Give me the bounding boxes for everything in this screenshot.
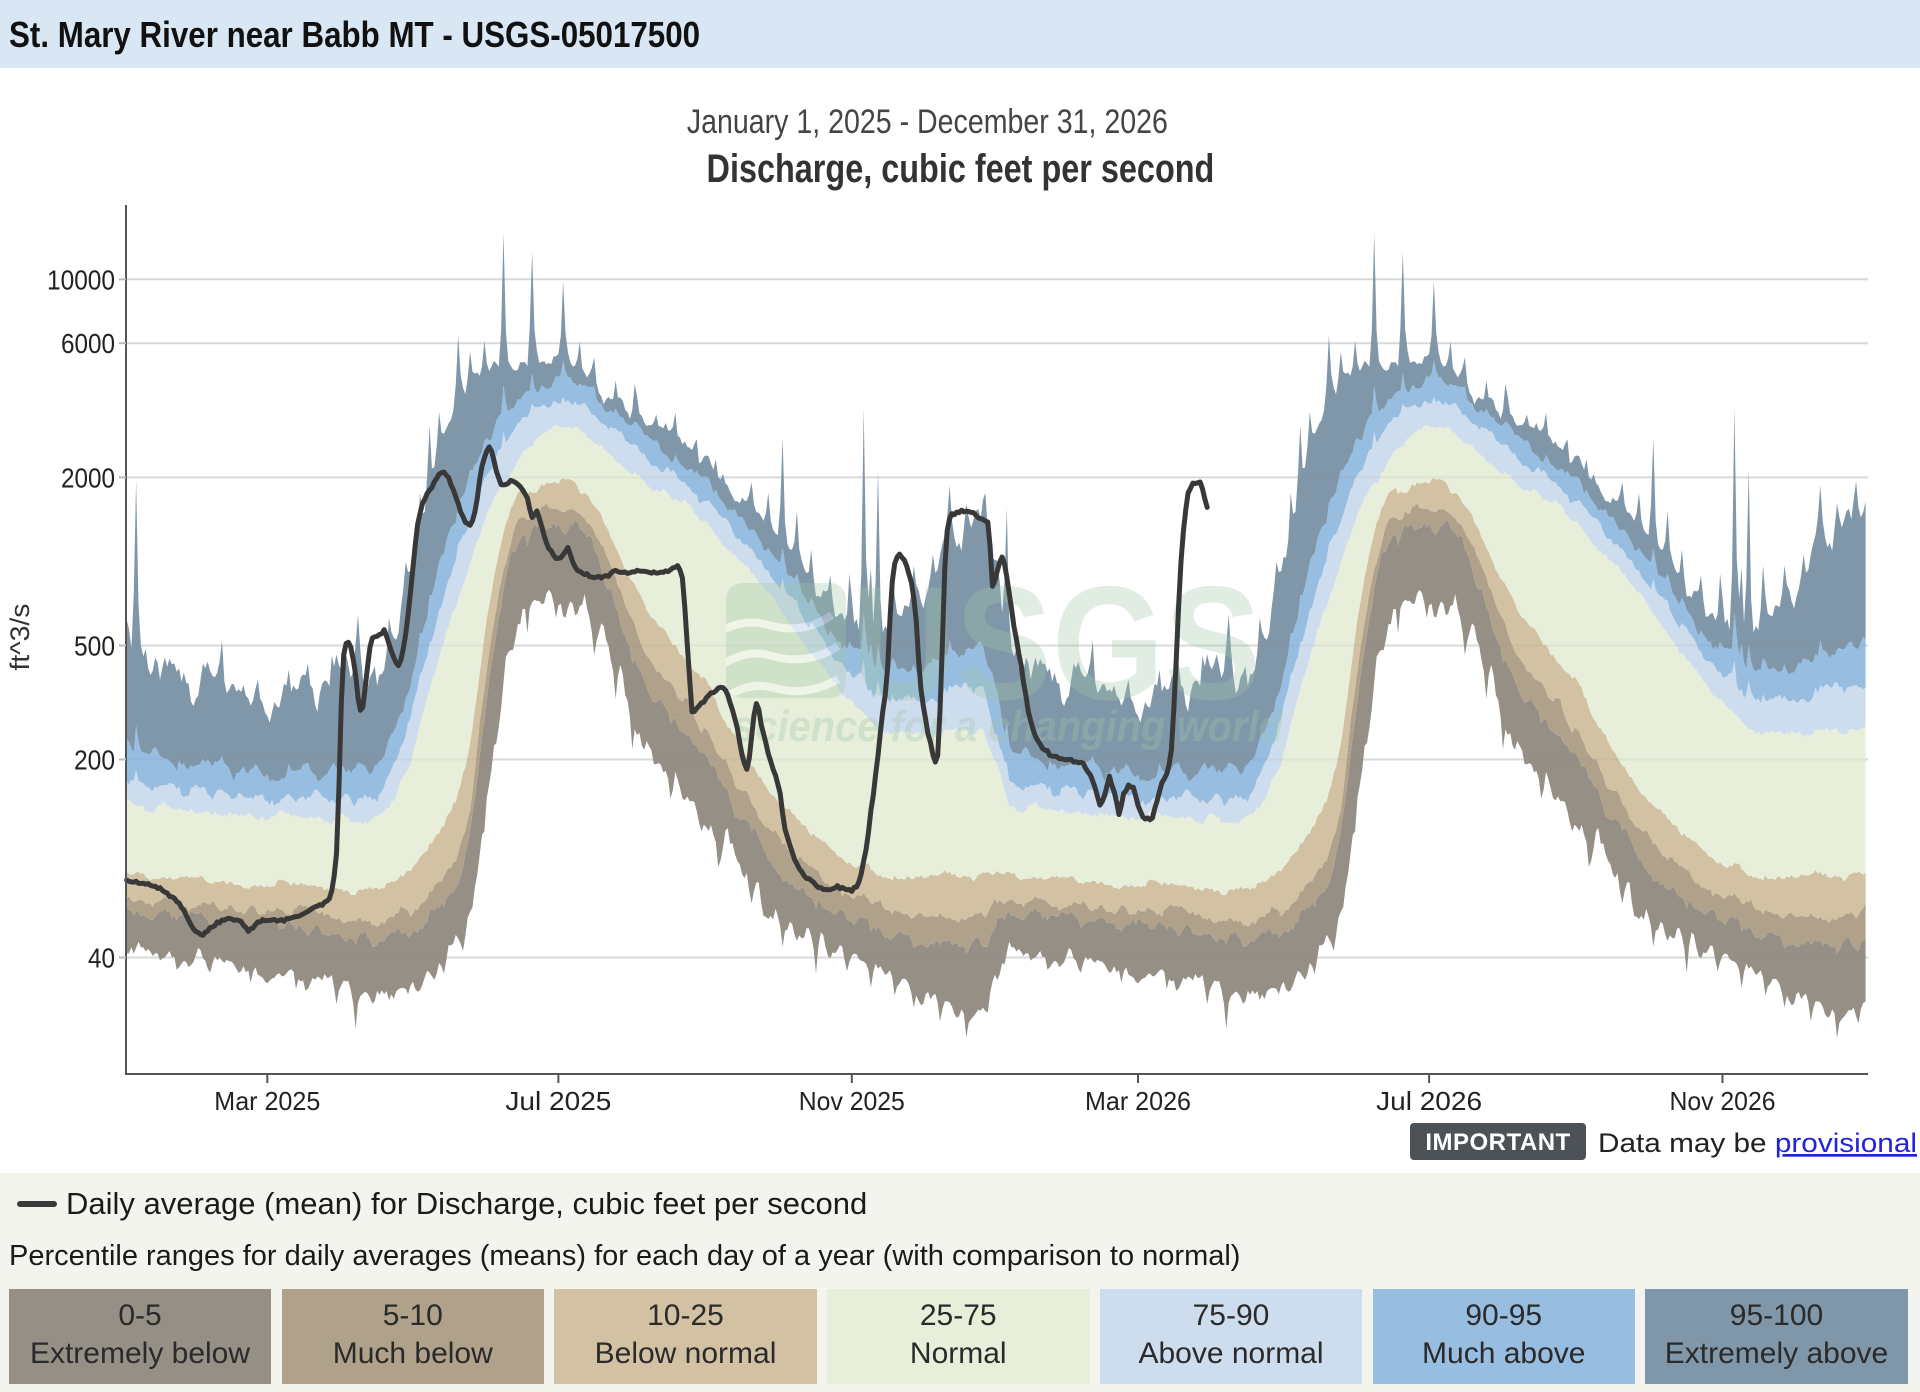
svg-text:ft^3/s: ft^3/s: [5, 604, 35, 671]
svg-text:10000: 10000: [47, 264, 115, 295]
svg-text:2000: 2000: [61, 462, 115, 493]
svg-text:500: 500: [74, 631, 115, 662]
svg-text:Nov 2025: Nov 2025: [799, 1086, 905, 1116]
svg-text:6000: 6000: [61, 328, 115, 359]
svg-text:IMPORTANT: IMPORTANT: [1425, 1129, 1570, 1156]
svg-text:40: 40: [88, 943, 115, 974]
svg-text:Mar 2025: Mar 2025: [214, 1086, 320, 1116]
svg-text:200: 200: [74, 745, 115, 776]
svg-text:Nov 2026: Nov 2026: [1670, 1086, 1776, 1116]
svg-text:Jul 2026: Jul 2026: [1376, 1086, 1482, 1116]
svg-text:Jul 2025: Jul 2025: [505, 1086, 611, 1116]
svg-text:Data may be provisional: Data may be provisional: [1598, 1128, 1917, 1158]
svg-text:Mar 2026: Mar 2026: [1085, 1086, 1191, 1116]
svg-text:science for a changing world: science for a changing world: [733, 702, 1284, 751]
